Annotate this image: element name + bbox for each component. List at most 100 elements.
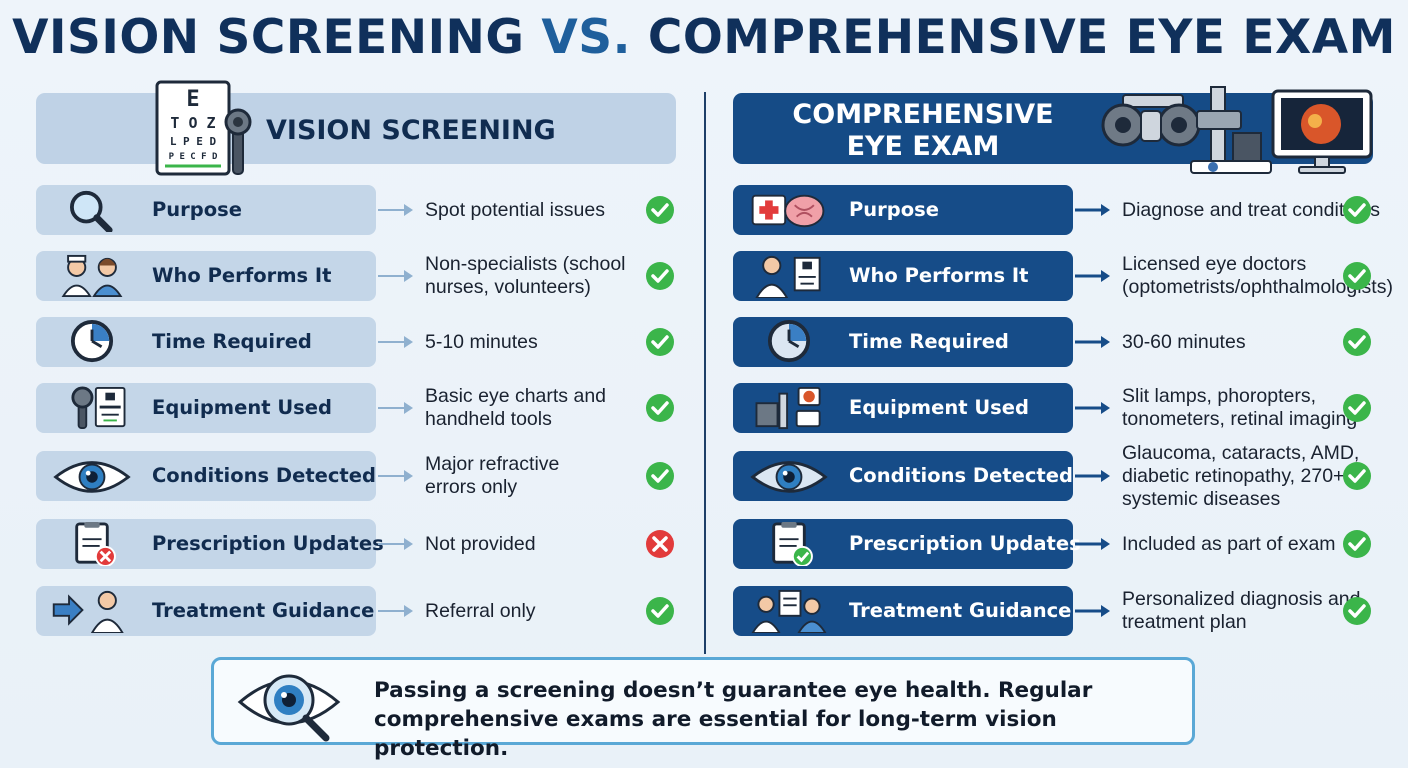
right-time-required-pill: Time Required [733, 317, 1073, 367]
key-message-callout: Passing a screening doesn’t guarantee ey… [211, 657, 1195, 761]
left-time-required-pill: Time Required [36, 317, 376, 367]
left-equipment-used-pill: Equipment Used [36, 383, 376, 433]
occluder-chart-icon [71, 386, 126, 430]
right-treatment-guidance-pill: Treatment Guidance [733, 586, 1073, 636]
right-conditions-detected-arrow-icon [1075, 470, 1110, 482]
chart-line-4: P E C F D [169, 152, 218, 162]
right-who-performs-it-label: Who Performs It [849, 264, 1029, 287]
right-purpose-value-line: Diagnose and treat conditions [1122, 199, 1381, 221]
right-purpose-arrow-icon [1075, 204, 1110, 216]
check-icon [646, 394, 674, 422]
left-time-required-value: 5-10 minutes [425, 331, 640, 354]
left-prescription-updates-value-line: Not provided [425, 533, 536, 555]
left-purpose-value: Spot potential issues [425, 199, 640, 222]
prescription-check-icon [772, 522, 813, 566]
left-treatment-guidance-pill: Treatment Guidance [36, 586, 376, 636]
consultation-icon [751, 589, 827, 633]
left-purpose-label: Purpose [152, 198, 242, 221]
callout-line-1: Passing a screening doesn’t guarantee ey… [374, 678, 1093, 703]
right-treatment-guidance-value: Personalized diagnosis and treatment plan [1122, 588, 1390, 634]
right-header-title: COMPREHENSIVE EYE EXAM [773, 99, 1073, 163]
left-who-performs-it-value-line: nurses, volunteers) [425, 276, 591, 298]
left-treatment-guidance-value: Referral only [425, 600, 640, 623]
right-conditions-detected-label: Conditions Detected [849, 464, 1073, 487]
eye-icon [53, 461, 131, 493]
left-equipment-used-value-line: Basic eye charts and [425, 385, 607, 407]
magnifier-icon [70, 190, 113, 232]
right-equipment-used-arrow-icon [1075, 402, 1110, 414]
chart-line-1: E [186, 87, 199, 112]
clock-icon [767, 320, 811, 363]
check-icon [646, 328, 674, 356]
check-icon [646, 462, 674, 490]
page-title: VISION SCREENING VS. COMPREHENSIVE EYE E… [0, 10, 1408, 65]
left-conditions-detected-value-line: errors only [425, 476, 518, 498]
left-time-required-arrow-icon [378, 336, 413, 348]
medical-brain-icon [751, 194, 825, 228]
left-treatment-guidance-arrow-icon [378, 605, 413, 617]
left-prescription-updates-arrow-icon [378, 538, 413, 550]
left-purpose-value-line: Spot potential issues [425, 199, 605, 221]
right-time-required-value-line: 30-60 minutes [1122, 331, 1246, 353]
left-time-required-value-line: 5-10 minutes [425, 331, 538, 353]
callout-text: Passing a screening doesn’t guarantee ey… [374, 676, 1194, 763]
right-purpose-label: Purpose [849, 198, 939, 221]
left-equipment-used-value: Basic eye charts and handheld tools [425, 385, 640, 431]
comprehensive-exam-header: COMPREHENSIVE EYE EXAM [733, 86, 1373, 174]
left-who-performs-it-pill: Who Performs It [36, 251, 376, 301]
right-time-required-value: 30-60 minutes [1122, 331, 1390, 354]
referral-doctor-icon [52, 590, 124, 633]
left-purpose-arrow-icon [378, 204, 413, 216]
callout-line-2: comprehensive exams are essential for lo… [374, 707, 1057, 761]
left-conditions-detected-value: Major refractive errors only [425, 453, 640, 499]
left-purpose-pill: Purpose [36, 185, 376, 235]
right-prescription-updates-pill: Prescription Updates [733, 519, 1081, 569]
vision-screening-header: E T O Z L P E D P E C F D VISION SCREENI… [36, 80, 676, 176]
right-conditions-detected-value: Glaucoma, cataracts, AMD, diabetic retino… [1122, 442, 1390, 511]
prescription-cross-icon [75, 522, 116, 566]
right-conditions-detected-value-line: systemic diseases [1122, 488, 1281, 510]
cross-icon [646, 530, 674, 558]
eye-chart-icon: E T O Z L P E D P E C F D [155, 80, 252, 176]
check-icon [1343, 196, 1371, 224]
title-part-2: COMPREHENSIVE EYE EXAM [647, 10, 1396, 65]
left-prescription-updates-value: Not provided [425, 533, 640, 556]
right-purpose-pill: Purpose [733, 185, 1073, 235]
left-time-required-label: Time Required [152, 330, 312, 353]
right-conditions-detected-pill: Conditions Detected [733, 451, 1073, 501]
right-conditions-detected-value-line: diabetic retinopathy, 270+ [1122, 465, 1345, 487]
right-equipment-used-value-line: tonometers, retinal imaging [1122, 408, 1358, 430]
left-header-title: VISION SCREENING [266, 115, 556, 146]
left-equipment-used-label: Equipment Used [152, 396, 332, 419]
doctor-icon [755, 255, 821, 298]
right-treatment-guidance-value-line: Personalized diagnosis and [1122, 588, 1361, 610]
right-equipment-used-pill: Equipment Used [733, 383, 1073, 433]
left-who-performs-it-value-line: Non-specialists (school [425, 253, 626, 275]
right-purpose-value: Diagnose and treat conditions [1122, 199, 1390, 222]
eye-magnifier-icon [237, 674, 341, 742]
right-who-performs-it-value: Licensed eye doctors (optometrists/ophtha… [1122, 253, 1393, 299]
title-part-1: VISION SCREENING [12, 10, 525, 65]
right-prescription-updates-label: Prescription Updates [849, 532, 1081, 555]
right-who-performs-it-value-line: (optometrists/ophthalmologists) [1122, 276, 1393, 298]
check-icon [1343, 462, 1371, 490]
check-icon [646, 597, 674, 625]
chart-line-2: T O Z [170, 114, 215, 132]
right-equipment-used-label: Equipment Used [849, 396, 1029, 419]
check-icon [1343, 328, 1371, 356]
right-conditions-detected-value-line: Glaucoma, cataracts, AMD, [1122, 442, 1360, 464]
column-divider [704, 92, 706, 654]
nurses-icon [61, 254, 123, 298]
left-who-performs-it-arrow-icon [378, 270, 413, 282]
left-who-performs-it-value: Non-specialists (school nurses, volunteer… [425, 253, 640, 299]
left-conditions-detected-value-line: Major refractive [425, 453, 560, 475]
right-header-line-1: COMPREHENSIVE [792, 99, 1054, 130]
right-who-performs-it-value-line: Licensed eye doctors [1122, 253, 1307, 275]
left-equipment-used-value-line: handheld tools [425, 408, 552, 430]
eye-icon [750, 461, 828, 493]
right-who-performs-it-pill: Who Performs It [733, 251, 1073, 301]
right-prescription-updates-arrow-icon [1075, 538, 1110, 550]
left-conditions-detected-label: Conditions Detected [152, 464, 376, 487]
check-icon [1343, 262, 1371, 290]
left-equipment-used-arrow-icon [378, 402, 413, 414]
